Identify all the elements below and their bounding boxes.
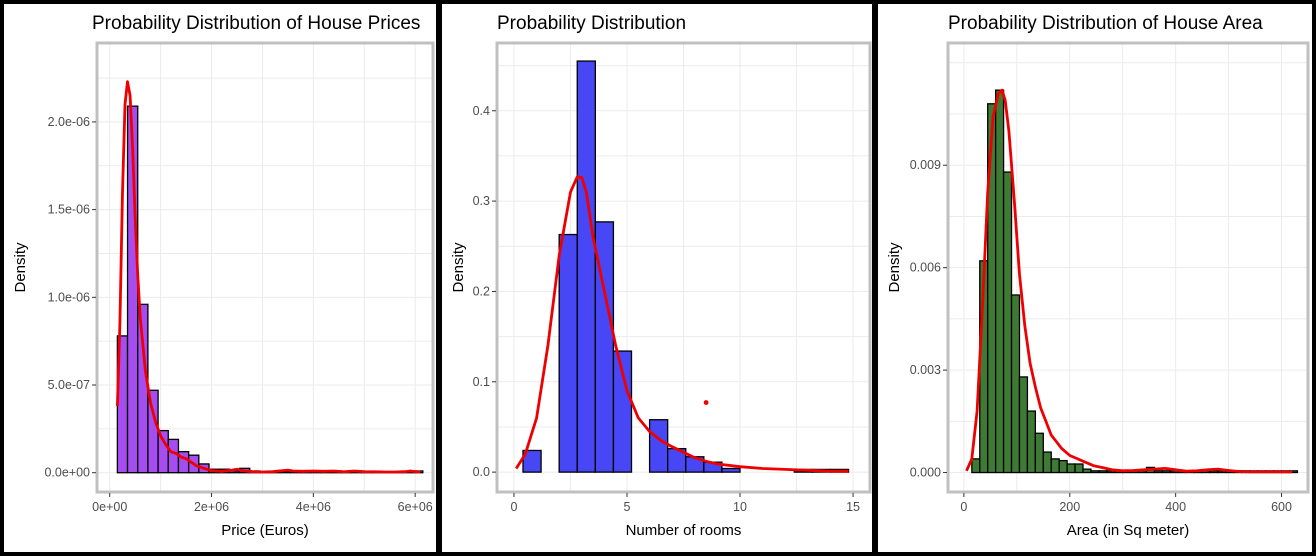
area-histogram-bar bbox=[1026, 410, 1037, 474]
rooms-ytick-label: 0.3 bbox=[473, 194, 490, 208]
rooms-xtick-label: 15 bbox=[846, 500, 860, 514]
area-ytick-label: 0.003 bbox=[910, 363, 941, 377]
rooms-histogram-bar bbox=[522, 449, 542, 473]
price-plot-frame bbox=[95, 41, 435, 494]
area-histogram-bar bbox=[1066, 463, 1076, 474]
rooms-density-curve bbox=[515, 175, 849, 473]
rooms-histogram-bar bbox=[558, 233, 578, 473]
area-chart-panel: Probability Distribution of House Area 0.… bbox=[874, 0, 1316, 556]
price-ytick-label: 2.0e-06 bbox=[48, 115, 90, 129]
rooms-histogram-bar bbox=[576, 60, 596, 473]
area-yaxis-label: Density bbox=[886, 242, 903, 293]
price-xaxis-label: Price (Euros) bbox=[221, 522, 309, 539]
area-histogram-bar bbox=[1074, 463, 1084, 474]
area-histogram-bar bbox=[1209, 470, 1219, 474]
rooms-chart: Probability Distribution 0.0 0.1 0.2 0.3 0.4 0… bbox=[450, 13, 872, 539]
rooms-annotation-point bbox=[703, 400, 709, 405]
area-histogram-bar bbox=[1161, 470, 1172, 474]
area-histogram-bar bbox=[994, 89, 1005, 474]
rooms-histogram-bar bbox=[721, 467, 741, 473]
area-histogram-bar bbox=[1082, 468, 1092, 474]
price-chart: Probability Distribution of House Prices… bbox=[12, 13, 435, 539]
area-density-curve bbox=[965, 88, 1293, 474]
rooms-xaxis-label: Number of rooms bbox=[626, 522, 742, 539]
rooms-histogram-bar bbox=[612, 350, 633, 473]
area-ytick-label: 0.000 bbox=[910, 466, 941, 480]
rooms-ytick-label: 0.1 bbox=[473, 375, 490, 389]
area-histogram-bar bbox=[1034, 432, 1044, 474]
area-xtick-label: 600 bbox=[1271, 500, 1292, 514]
area-histogram-bar bbox=[1090, 470, 1100, 474]
area-xaxis-label: Area (in Sq meter) bbox=[1067, 522, 1190, 539]
area-xtick-label: 200 bbox=[1059, 500, 1080, 514]
area-histogram-bar bbox=[1002, 171, 1013, 474]
area-plot-frame bbox=[946, 41, 1310, 494]
rooms-ytick-label: 0.2 bbox=[473, 284, 490, 298]
area-histogram-bar bbox=[1058, 459, 1068, 474]
price-ytick-label: 1.0e-06 bbox=[48, 290, 90, 304]
price-ytick-label: 1.5e-06 bbox=[48, 203, 90, 217]
area-ytick-label: 0.006 bbox=[910, 261, 941, 275]
rooms-histogram-bar bbox=[648, 419, 669, 473]
price-chart-panel: Probability Distribution of House Prices… bbox=[0, 0, 440, 556]
price-chart-title: Probability Distribution of House Prices bbox=[92, 13, 420, 34]
price-ytick-label: 5.0e-07 bbox=[48, 378, 90, 392]
rooms-xtick-label: 5 bbox=[624, 500, 631, 514]
rooms-xtick-label: 0 bbox=[510, 500, 517, 514]
area-histogram-bar bbox=[1153, 470, 1164, 474]
rooms-yaxis-label: Density bbox=[450, 242, 467, 293]
area-histogram-bar bbox=[1042, 451, 1052, 474]
price-ytick-label: 0.0e+00 bbox=[44, 466, 90, 480]
rooms-chart-panel: Probability Distribution 0.0 0.1 0.2 0.3 0.4 0… bbox=[438, 0, 876, 556]
area-xtick-label: 0 bbox=[960, 500, 967, 514]
area-histogram-bar bbox=[1098, 470, 1108, 474]
area-chart-title: Probability Distribution of House Area bbox=[948, 13, 1263, 34]
price-xtick-label: 0e+00 bbox=[92, 500, 127, 514]
price-histogram-bar bbox=[137, 303, 149, 474]
rooms-chart-title: Probability Distribution bbox=[497, 13, 686, 34]
area-chart: Probability Distribution of House Area 0.… bbox=[886, 13, 1310, 539]
price-xtick-label: 4e+06 bbox=[296, 500, 331, 514]
rooms-ytick-label: 0.4 bbox=[473, 104, 490, 118]
rooms-histogram-bar bbox=[594, 221, 615, 473]
price-xtick-label: 2e+06 bbox=[194, 500, 229, 514]
area-histogram-bar bbox=[1018, 376, 1029, 474]
price-histogram-bar bbox=[167, 438, 180, 474]
rooms-xtick-label: 10 bbox=[733, 500, 747, 514]
area-xtick-label: 400 bbox=[1165, 500, 1186, 514]
area-ytick-label: 0.009 bbox=[910, 158, 941, 172]
area-histogram-bar bbox=[1010, 294, 1021, 474]
price-xtick-label: 6e+06 bbox=[398, 500, 433, 514]
area-histogram-bar bbox=[971, 458, 981, 474]
rooms-ytick-label: 0.0 bbox=[473, 465, 490, 479]
area-histogram-bar bbox=[1050, 458, 1060, 474]
price-density-curve bbox=[116, 80, 421, 474]
rooms-plot-frame bbox=[495, 41, 872, 494]
price-yaxis-label: Density bbox=[12, 242, 29, 293]
